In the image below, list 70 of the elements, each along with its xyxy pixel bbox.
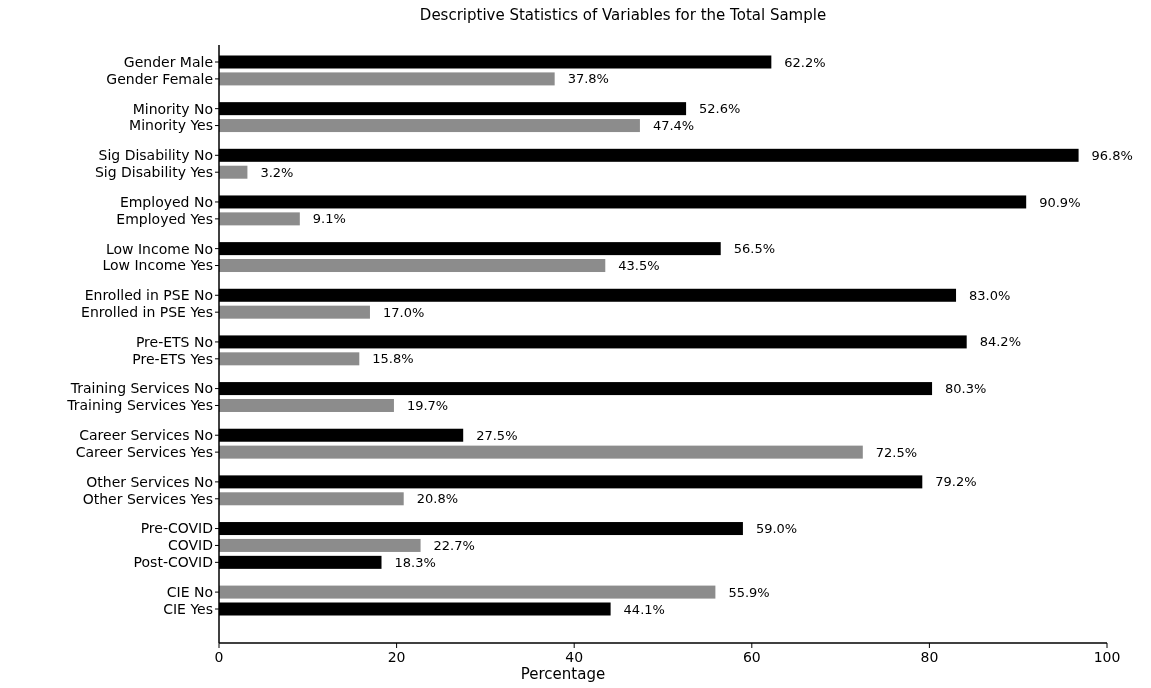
bar <box>219 492 404 506</box>
data-label: 17.0% <box>382 304 425 320</box>
y-tick-label: Training Services No <box>69 380 213 397</box>
data-label: 47.4% <box>652 118 695 134</box>
data-label: 56.5% <box>733 241 776 257</box>
bar <box>219 585 716 599</box>
data-label: 55.9% <box>728 584 770 600</box>
y-tick-label: COVID <box>167 537 213 554</box>
data-label: 20.8% <box>416 491 459 507</box>
y-tick-label: Other Services No <box>86 473 213 490</box>
x-tick-label: 100 <box>1093 649 1121 665</box>
x-tick-label: 0 <box>214 649 224 665</box>
y-tick-label: Pre-COVID <box>140 520 213 537</box>
data-label: 19.7% <box>406 398 449 414</box>
y-tick-label: Career Services Yes <box>75 444 213 461</box>
y-tick-label: Post-COVID <box>133 554 213 571</box>
x-tick-label: 20 <box>387 649 406 665</box>
x-tick-label: 60 <box>742 649 761 665</box>
data-label: 96.8% <box>1091 147 1133 163</box>
chart-title: Descriptive Statistics of Variables for the Total Sample <box>419 6 827 24</box>
data-label: 80.3% <box>945 381 987 397</box>
data-label: 90.9% <box>1039 194 1081 210</box>
data-label: 83.0% <box>969 287 1011 303</box>
data-label: 79.2% <box>935 474 977 490</box>
y-tick-label: Enrolled in PSE No <box>84 287 213 304</box>
y-tick-label: Training Services Yes <box>66 397 213 414</box>
y-tick-label: Low Income No <box>105 240 213 257</box>
data-label: 62.2% <box>784 54 826 70</box>
bar <box>219 352 360 366</box>
y-tick-label: Employed Yes <box>116 210 213 227</box>
y-tick-label: CIE Yes <box>163 600 213 617</box>
y-tick-label: Low Income Yes <box>102 257 213 274</box>
x-axis-title: Percentage <box>520 665 606 683</box>
y-tick-label: Pre-ETS Yes <box>132 350 213 367</box>
y-tick-label: Other Services Yes <box>82 490 213 507</box>
data-label: 27.5% <box>476 427 518 443</box>
bar <box>219 398 394 412</box>
bar <box>219 212 300 226</box>
y-tick-label: Sig Disability Yes <box>94 164 213 181</box>
bar <box>219 259 606 273</box>
y-tick-label: Employed No <box>119 193 213 210</box>
bar <box>219 445 863 459</box>
y-tick-label: Gender Female <box>106 70 213 87</box>
data-label: 52.6% <box>699 101 741 117</box>
y-tick-label: Career Services No <box>79 427 213 444</box>
y-tick-label: Minority Yes <box>129 117 213 134</box>
bar <box>219 119 640 133</box>
data-label: 72.5% <box>875 444 918 460</box>
y-tick-label: Enrolled in PSE Yes <box>81 304 213 321</box>
data-label: 37.8% <box>567 71 609 87</box>
x-tick-label: 40 <box>565 649 584 665</box>
data-label: 43.5% <box>618 258 660 274</box>
y-tick-label: Minority No <box>132 100 213 117</box>
bar <box>219 305 370 319</box>
bar <box>219 165 248 179</box>
y-tick-label: Pre-ETS No <box>135 333 213 350</box>
y-tick-label: CIE No <box>166 584 213 600</box>
y-tick-label: Sig Disability No <box>98 147 213 164</box>
bar <box>219 72 555 86</box>
y-tick-label: Gender Male <box>123 53 213 70</box>
data-label: 3.2% <box>260 164 294 180</box>
data-label: 84.2% <box>979 334 1022 350</box>
data-label: 44.1% <box>623 601 665 617</box>
data-label: 22.7% <box>433 537 475 553</box>
data-label: 18.3% <box>394 554 436 570</box>
x-tick-label: 80 <box>920 649 939 665</box>
data-label: 59.0% <box>755 521 798 537</box>
data-label: 9.1% <box>312 211 346 227</box>
data-label: 15.8% <box>372 351 414 367</box>
bar <box>219 538 421 552</box>
